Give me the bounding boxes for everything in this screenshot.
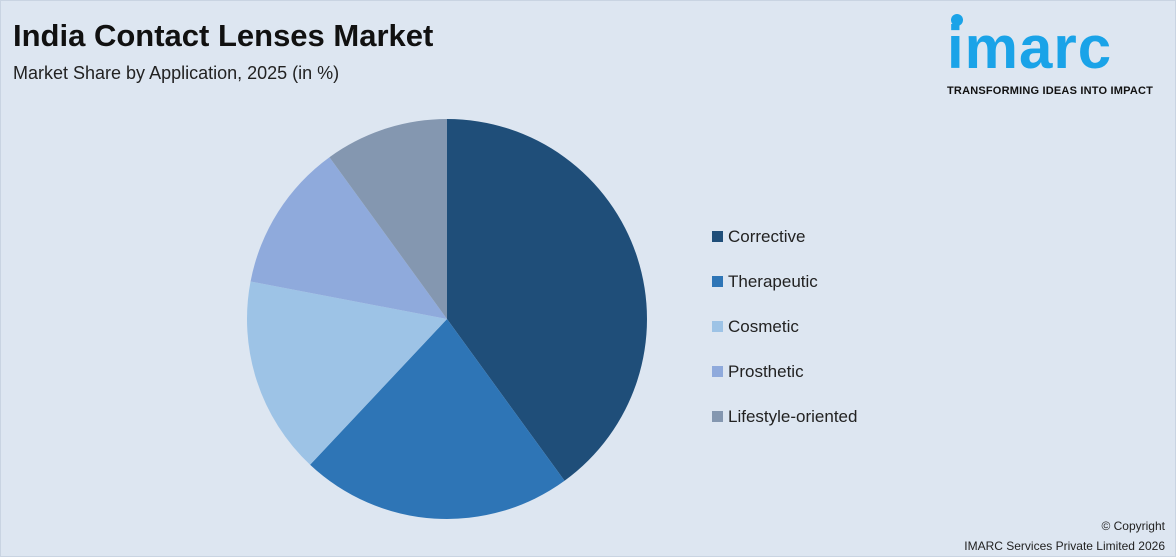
- copyright: © Copyright IMARC Services Private Limit…: [964, 516, 1165, 556]
- copyright-line: © Copyright: [1101, 519, 1165, 533]
- legend-item: Cosmetic: [712, 304, 857, 349]
- legend-item: Prosthetic: [712, 349, 857, 394]
- pie-slice-cosmetic: [247, 281, 447, 465]
- legend-swatch: [712, 276, 723, 287]
- imarc-logo: imarc TRANSFORMING IDEAS INTO IMPACT: [947, 13, 1171, 97]
- legend-item: Lifestyle-oriented: [712, 394, 857, 439]
- legend-label: Cosmetic: [728, 316, 799, 336]
- legend: Corrective Therapeutic Cosmetic Prosthetic L…: [712, 214, 857, 439]
- pie-slice-therapeutic: [310, 319, 565, 519]
- legend-swatch: [712, 366, 723, 377]
- legend-item: Therapeutic: [712, 259, 857, 304]
- legend-label: Therapeutic: [728, 271, 818, 291]
- legend-label: Prosthetic: [728, 361, 804, 381]
- legend-label: Corrective: [728, 226, 806, 246]
- pie-slice-prosthetic: [250, 157, 447, 319]
- logo-tagline: TRANSFORMING IDEAS INTO IMPACT: [947, 85, 1154, 97]
- legend-swatch: [712, 231, 723, 242]
- legend-swatch: [712, 321, 723, 332]
- chart-subtitle: Market Share by Application, 2025 (in %): [13, 63, 340, 83]
- logo-word: imarc: [947, 14, 1113, 81]
- legend-item: Corrective: [712, 214, 857, 259]
- legend-label: Lifestyle-oriented: [728, 406, 858, 426]
- legend-swatch: [712, 411, 723, 422]
- company-line: IMARC Services Private Limited 2026: [964, 539, 1165, 553]
- pie-slice-corrective: [447, 119, 647, 481]
- chart-title: India Contact Lenses Market: [13, 18, 434, 53]
- pie-slice-lifestyle-oriented: [329, 119, 447, 319]
